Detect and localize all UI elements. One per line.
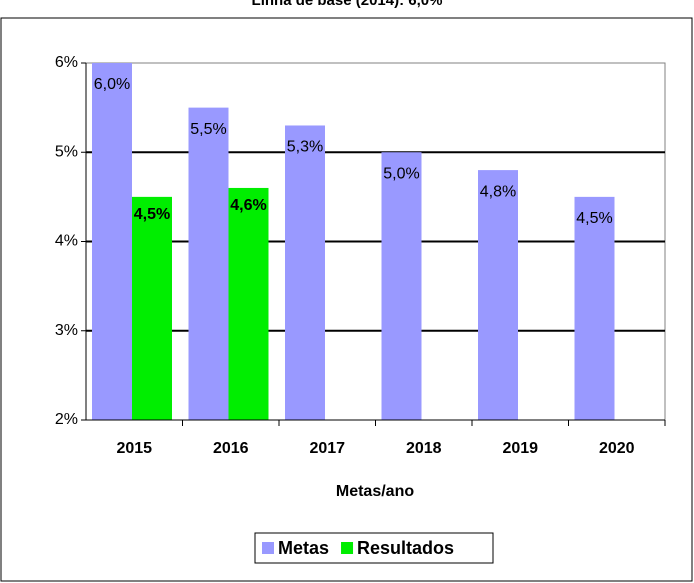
bar [92, 63, 132, 420]
bar [188, 107, 229, 420]
data-label: 4,5% [576, 210, 612, 227]
bar [285, 125, 325, 420]
y-tick-label: 4% [55, 233, 78, 250]
data-label: 4,8% [480, 183, 516, 200]
bar [228, 187, 269, 420]
y-tick-label: 3% [55, 322, 78, 339]
y-tick-label: 2% [55, 411, 78, 428]
bar [132, 196, 172, 420]
y-tick-label: 6% [55, 54, 78, 71]
data-label: 4,6% [230, 197, 266, 214]
x-tick-label: 2019 [502, 440, 538, 457]
data-label: 5,5% [190, 121, 226, 138]
y-tick-label: 5% [55, 143, 78, 160]
legend-box [254, 532, 494, 564]
x-tick-label: 2015 [116, 440, 152, 457]
x-axis-label: Metas/ano [336, 483, 414, 500]
legend-label: Resultados [357, 538, 454, 558]
bar [574, 196, 615, 420]
x-tick-label: 2018 [406, 440, 442, 457]
legend-swatch [262, 542, 274, 554]
x-tick-label: 2017 [309, 440, 345, 457]
x-tick-label: 2016 [213, 440, 249, 457]
data-label: 6,0% [94, 76, 130, 93]
data-label: 4,5% [134, 206, 170, 223]
chart-title: Linha de base (2014): 6,0% [252, 0, 443, 9]
data-label: 5,0% [383, 165, 419, 182]
bar [478, 170, 518, 420]
legend-label: Metas [278, 538, 329, 558]
bar [381, 152, 422, 420]
legend-swatch [341, 542, 354, 554]
x-tick-label: 2020 [599, 440, 635, 457]
data-label: 5,3% [287, 139, 323, 156]
